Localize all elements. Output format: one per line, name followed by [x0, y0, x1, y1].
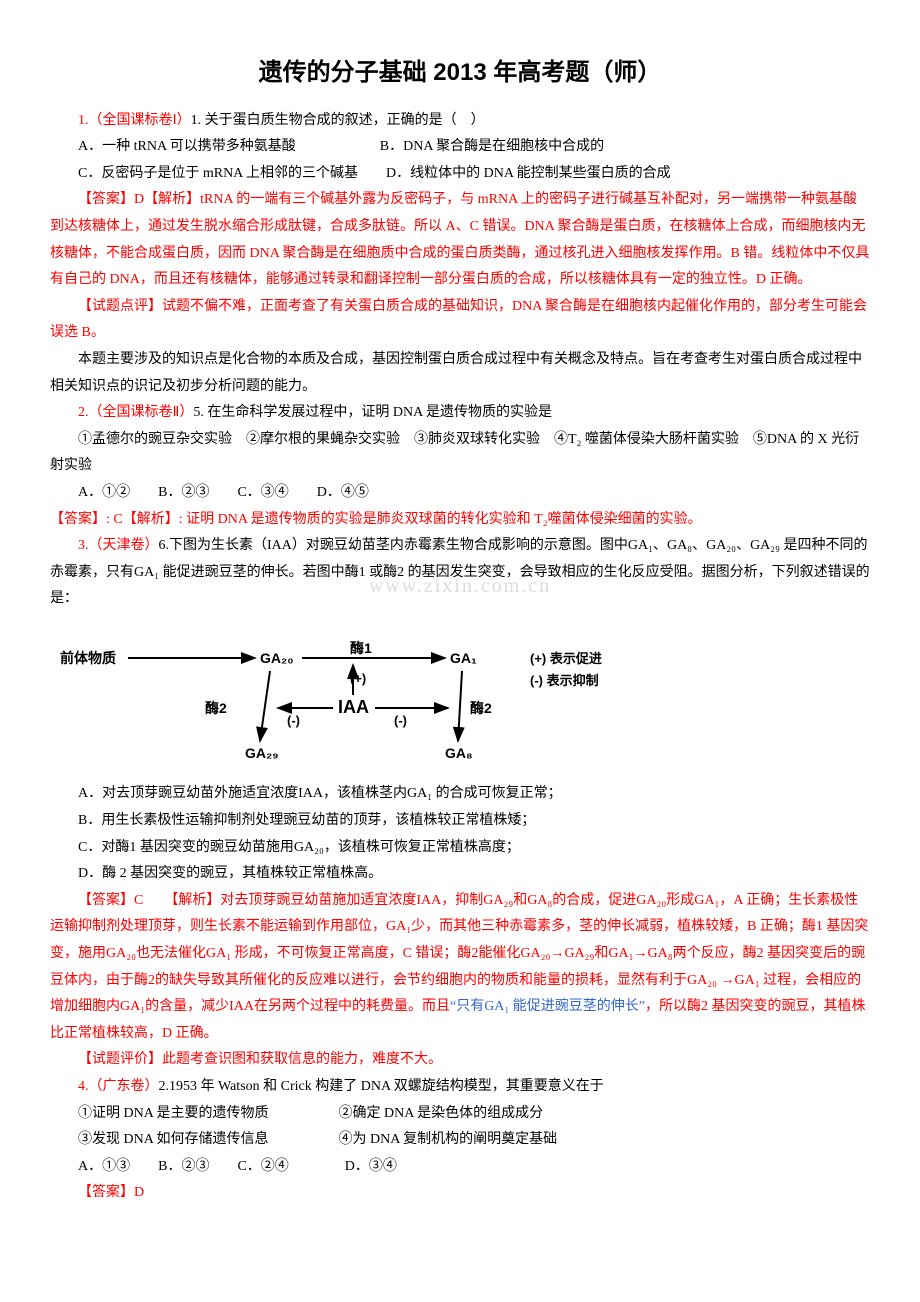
q1-opt-cd: C．反密码子是位于 mRNA 上相邻的三个碱基 D．线粒体中的 DNA 能控制某… [50, 161, 870, 188]
q3-answer-main: 【答案】C 【解析】对去顶芽豌豆幼苗施加适宜浓度IAA，抑制GA₂₉和GA₈的合… [50, 893, 868, 1014]
q4-line2: ③发现 DNA 如何存储遗传信息 ④为 DNA 复制机构的阐明奠定基础 [50, 1127, 870, 1154]
q4-stem: 4.（广东卷）2.1953 年 Watson 和 Crick 构建了 DNA 双… [50, 1074, 870, 1101]
q3-diagram: 前体物质 GA₂₀ GA₁ IAA GA₂₉ GA₈ (+) 表示促进 (-) … [50, 633, 670, 763]
q1-stem: 1.（全国课标卷Ⅰ）1. 关于蛋白质生物合成的叙述，正确的是（ ） [50, 108, 870, 135]
q2-stem: 2.（全国课标卷Ⅱ）5. 在生命科学发展过程中，证明 DNA 是遗传物质的实验是 [50, 400, 870, 427]
q1-comment-2: 本题主要涉及的知识点是化合物的本质及合成，基因控制蛋白质合成过程中有关概念及特点… [50, 347, 870, 400]
node-ga20: GA₂₀ [260, 650, 294, 666]
edge-ga1-ga8 [458, 671, 462, 741]
page-title: 遗传的分子基础 2013 年高考题（师） [50, 50, 870, 96]
label-e2-left: 酶2 [205, 700, 227, 716]
legend-plus: (+) 表示促进 [530, 651, 602, 666]
q3-opt-d: D．酶 2 基因突变的豌豆，其植株较正常植株高。 [50, 861, 870, 888]
svg-text:(-): (-) [394, 713, 407, 728]
q4-line1: ①证明 DNA 是主要的遗传物质 ②确定 DNA 是染色体的组成成分 [50, 1101, 870, 1128]
q3-answer: 【答案】C 【解析】对去顶芽豌豆幼苗施加适宜浓度IAA，抑制GA₂₉和GA₈的合… [50, 888, 870, 1048]
node-iaa: IAA [338, 697, 369, 717]
q2-body: ①孟德尔的豌豆杂交实验 ②摩尔根的果蝇杂交实验 ③肺炎双球转化实验 ④T₂ 噬菌… [50, 427, 870, 480]
q4-options: A．①③ B．②③ C．②④ D．③④ [50, 1154, 870, 1181]
node-ga29: GA₂₉ [245, 745, 279, 761]
svg-text:(-): (-) [287, 713, 300, 728]
q3-opt-c: C．对酶1 基因突变的豌豆幼苗施用GA₂₀，该植株可恢复正常植株高度； [50, 835, 870, 862]
legend-minus: (-) 表示抑制 [530, 673, 599, 688]
q1-source: 1.（全国课标卷Ⅰ）1. 关于蛋白质生物合成的叙述，正确的是（ ） [78, 113, 485, 128]
label-e2-right: 酶2 [470, 700, 492, 716]
node-ga1: GA₁ [450, 650, 477, 666]
q2-stem-text: 2.（全国课标卷Ⅱ）5. 在生命科学发展过程中，证明 DNA 是遗传物质的实验是 [78, 405, 552, 420]
q3-opt-b: B．用生长素极性运输抑制剂处理豌豆幼苗的顶芽，该植株较正常植株矮； [50, 808, 870, 835]
q1-answer: 【答案】D【解析】tRNA 的一端有三个碱基外露为反密码子，与 mRNA 上的密… [50, 187, 870, 293]
q3-stem: 3.（天津卷）6.下图为生长素（IAA）对豌豆幼苗茎内赤霉素生物合成影响的示意图… [50, 533, 870, 613]
q3-opt-a: A．对去顶芽豌豆幼苗外施适宜浓度IAA，该植株茎内GA₁ 的合成可恢复正常； [50, 781, 870, 808]
node-pre: 前体物质 [60, 650, 116, 666]
q3-comment: 【试题评价】此题考查识图和获取信息的能力，难度不大。 [50, 1047, 870, 1074]
edge-ga20-ga29 [260, 671, 270, 741]
q3-stem-body: 6.下图为生长素（IAA）对豌豆幼苗茎内赤霉素生物合成影响的示意图。图中GA₁、… [50, 538, 870, 606]
q2-options: A．①② B．②③ C．③④ D．④⑤ [50, 480, 870, 507]
q4-stem-text: 4.（广东卷）2.1953 年 Watson 和 Crick 构建了 DNA 双… [78, 1079, 604, 1094]
q1-comment-1: 【试题点评】试题不偏不难，正面考查了有关蛋白质合成的基础知识，DNA 聚合酶是在… [50, 294, 870, 347]
label-e1: 酶1 [350, 640, 372, 656]
q3-source: 3.（天津卷） [78, 538, 159, 553]
q1-opt-ab: A．一种 tRNA 可以携带多种氨基酸 B．DNA 聚合酶是在细胞核中合成的 [50, 134, 870, 161]
q4-answer: 【答案】D [50, 1180, 870, 1207]
node-ga8: GA₈ [445, 745, 473, 761]
q3-answer-quote: “只有GA₁ 能促进豌豆茎的伸长” [450, 999, 645, 1014]
q2-answer: 【答案】: C【解析】: 证明 DNA 是遗传物质的实验是肺炎双球菌的转化实验和… [50, 507, 870, 534]
